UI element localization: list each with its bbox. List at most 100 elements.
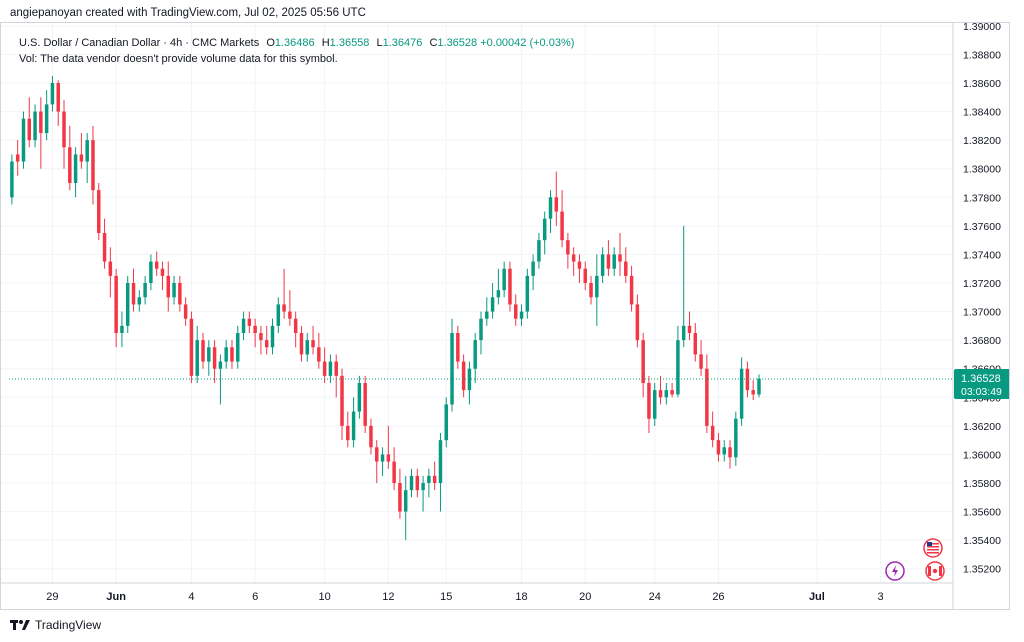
candle-body — [334, 361, 338, 376]
candle-body — [693, 333, 698, 355]
candle-body — [687, 325, 692, 333]
candle-body — [270, 325, 275, 348]
low-value: 1.36476 — [382, 37, 423, 49]
date-tick-label: 4 — [188, 591, 194, 603]
candle-body — [589, 283, 593, 298]
candle-body — [218, 361, 223, 369]
candle-body — [357, 383, 362, 412]
candle-body — [751, 390, 755, 395]
candle-body — [241, 318, 246, 333]
candle-body — [212, 347, 217, 369]
candle-body — [554, 197, 559, 212]
candle-body — [293, 318, 298, 333]
candle-body — [201, 340, 205, 362]
candle-body — [734, 418, 738, 458]
candle-body — [305, 340, 309, 355]
candle-body — [189, 318, 194, 376]
candle-body — [131, 283, 136, 305]
last-price-badge — [954, 369, 1009, 399]
tradingview-logo-icon — [10, 620, 30, 630]
candle-body — [125, 283, 130, 326]
candle-body — [27, 118, 32, 141]
candle-body — [571, 254, 576, 262]
price-tick-label: 1.39000 — [963, 23, 1001, 33]
candle-body — [542, 218, 547, 241]
candle-body — [624, 261, 628, 276]
price-tick-label: 1.37600 — [963, 221, 1001, 233]
candle-body — [154, 261, 159, 269]
candle-body — [288, 311, 292, 319]
candle-body — [728, 447, 732, 458]
candle-body — [73, 154, 78, 183]
date-tick-label: 15 — [440, 591, 452, 603]
candle-body — [195, 340, 199, 376]
candle-body — [369, 425, 373, 448]
candle-body — [403, 490, 408, 512]
candle-body — [160, 268, 165, 276]
candle-body — [525, 275, 530, 312]
candle-body — [450, 333, 454, 405]
candle-body — [346, 425, 350, 441]
change-value: +0.00042 (+0.03%) — [480, 37, 575, 49]
candle-body — [253, 325, 257, 333]
candle-body — [514, 304, 518, 319]
candle-body — [50, 83, 55, 105]
price-tick-label: 1.36200 — [963, 421, 1001, 433]
candle-body — [259, 333, 263, 341]
candle-body — [415, 475, 420, 491]
candle-body — [375, 447, 379, 462]
us-flag-canton — [927, 542, 932, 546]
candle-body — [560, 211, 564, 241]
candle-body — [647, 383, 651, 419]
date-tick-label: Jul — [809, 591, 825, 603]
candle-body — [392, 461, 396, 483]
symbol-label[interactable]: U.S. Dollar / Canadian Dollar · 4h · CMC… — [19, 37, 260, 49]
us-flag-stripe — [927, 546, 939, 548]
candle-body — [102, 233, 107, 262]
canada-flag-band — [939, 566, 942, 576]
candle-body — [641, 340, 645, 383]
candle-body — [519, 311, 524, 319]
candle-body — [421, 483, 425, 491]
candle-body — [467, 368, 472, 391]
price-tick-label: 1.35600 — [963, 507, 1001, 519]
candle-body — [444, 404, 448, 441]
price-tick-label: 1.38400 — [963, 107, 1001, 119]
candlestick-chart[interactable]: 1.35200 1.35400 1.35600 1.35800 1.36000 1.362… — [1, 23, 1009, 609]
candle-body — [340, 375, 344, 426]
candle-body — [276, 304, 281, 326]
date-tick-label: 26 — [712, 591, 724, 603]
candle-body — [363, 383, 367, 426]
candle-body — [85, 140, 89, 162]
candle-body — [207, 347, 211, 362]
price-tick-label: 1.35800 — [963, 478, 1001, 490]
candle-body — [670, 390, 674, 395]
chart-panel[interactable]: 1.35200 1.35400 1.35600 1.35800 1.36000 1.362… — [0, 22, 1010, 610]
candle-body — [629, 275, 634, 305]
footer-brand-label: TradingView — [35, 618, 102, 632]
candle-body — [143, 283, 147, 298]
candle-body — [21, 118, 26, 162]
price-tick-label: 1.37200 — [963, 278, 1001, 290]
candle-body — [710, 425, 715, 441]
date-tick-label: 6 — [252, 591, 258, 603]
price-tick-label: 1.35200 — [963, 564, 1001, 576]
date-tick-label: 18 — [515, 591, 527, 603]
candle-body — [282, 304, 286, 312]
candle-body — [108, 261, 113, 276]
candle-body — [653, 390, 657, 419]
candle-body — [664, 390, 669, 398]
candle-body — [351, 411, 356, 441]
candle-body — [264, 340, 269, 348]
lightning-bolt-icon — [892, 565, 898, 577]
price-tick-label: 1.37400 — [963, 249, 1001, 261]
high-value: 1.36558 — [329, 37, 370, 49]
candle-body — [618, 254, 622, 262]
candle-body — [681, 325, 686, 341]
candle-body — [490, 297, 495, 312]
footer-brand[interactable]: TradingView — [10, 618, 101, 632]
bar-countdown: 03:03:49 — [961, 386, 1002, 398]
candle-body — [56, 83, 60, 112]
canada-flag-leaf — [932, 568, 938, 574]
date-tick-label: 24 — [649, 591, 661, 603]
